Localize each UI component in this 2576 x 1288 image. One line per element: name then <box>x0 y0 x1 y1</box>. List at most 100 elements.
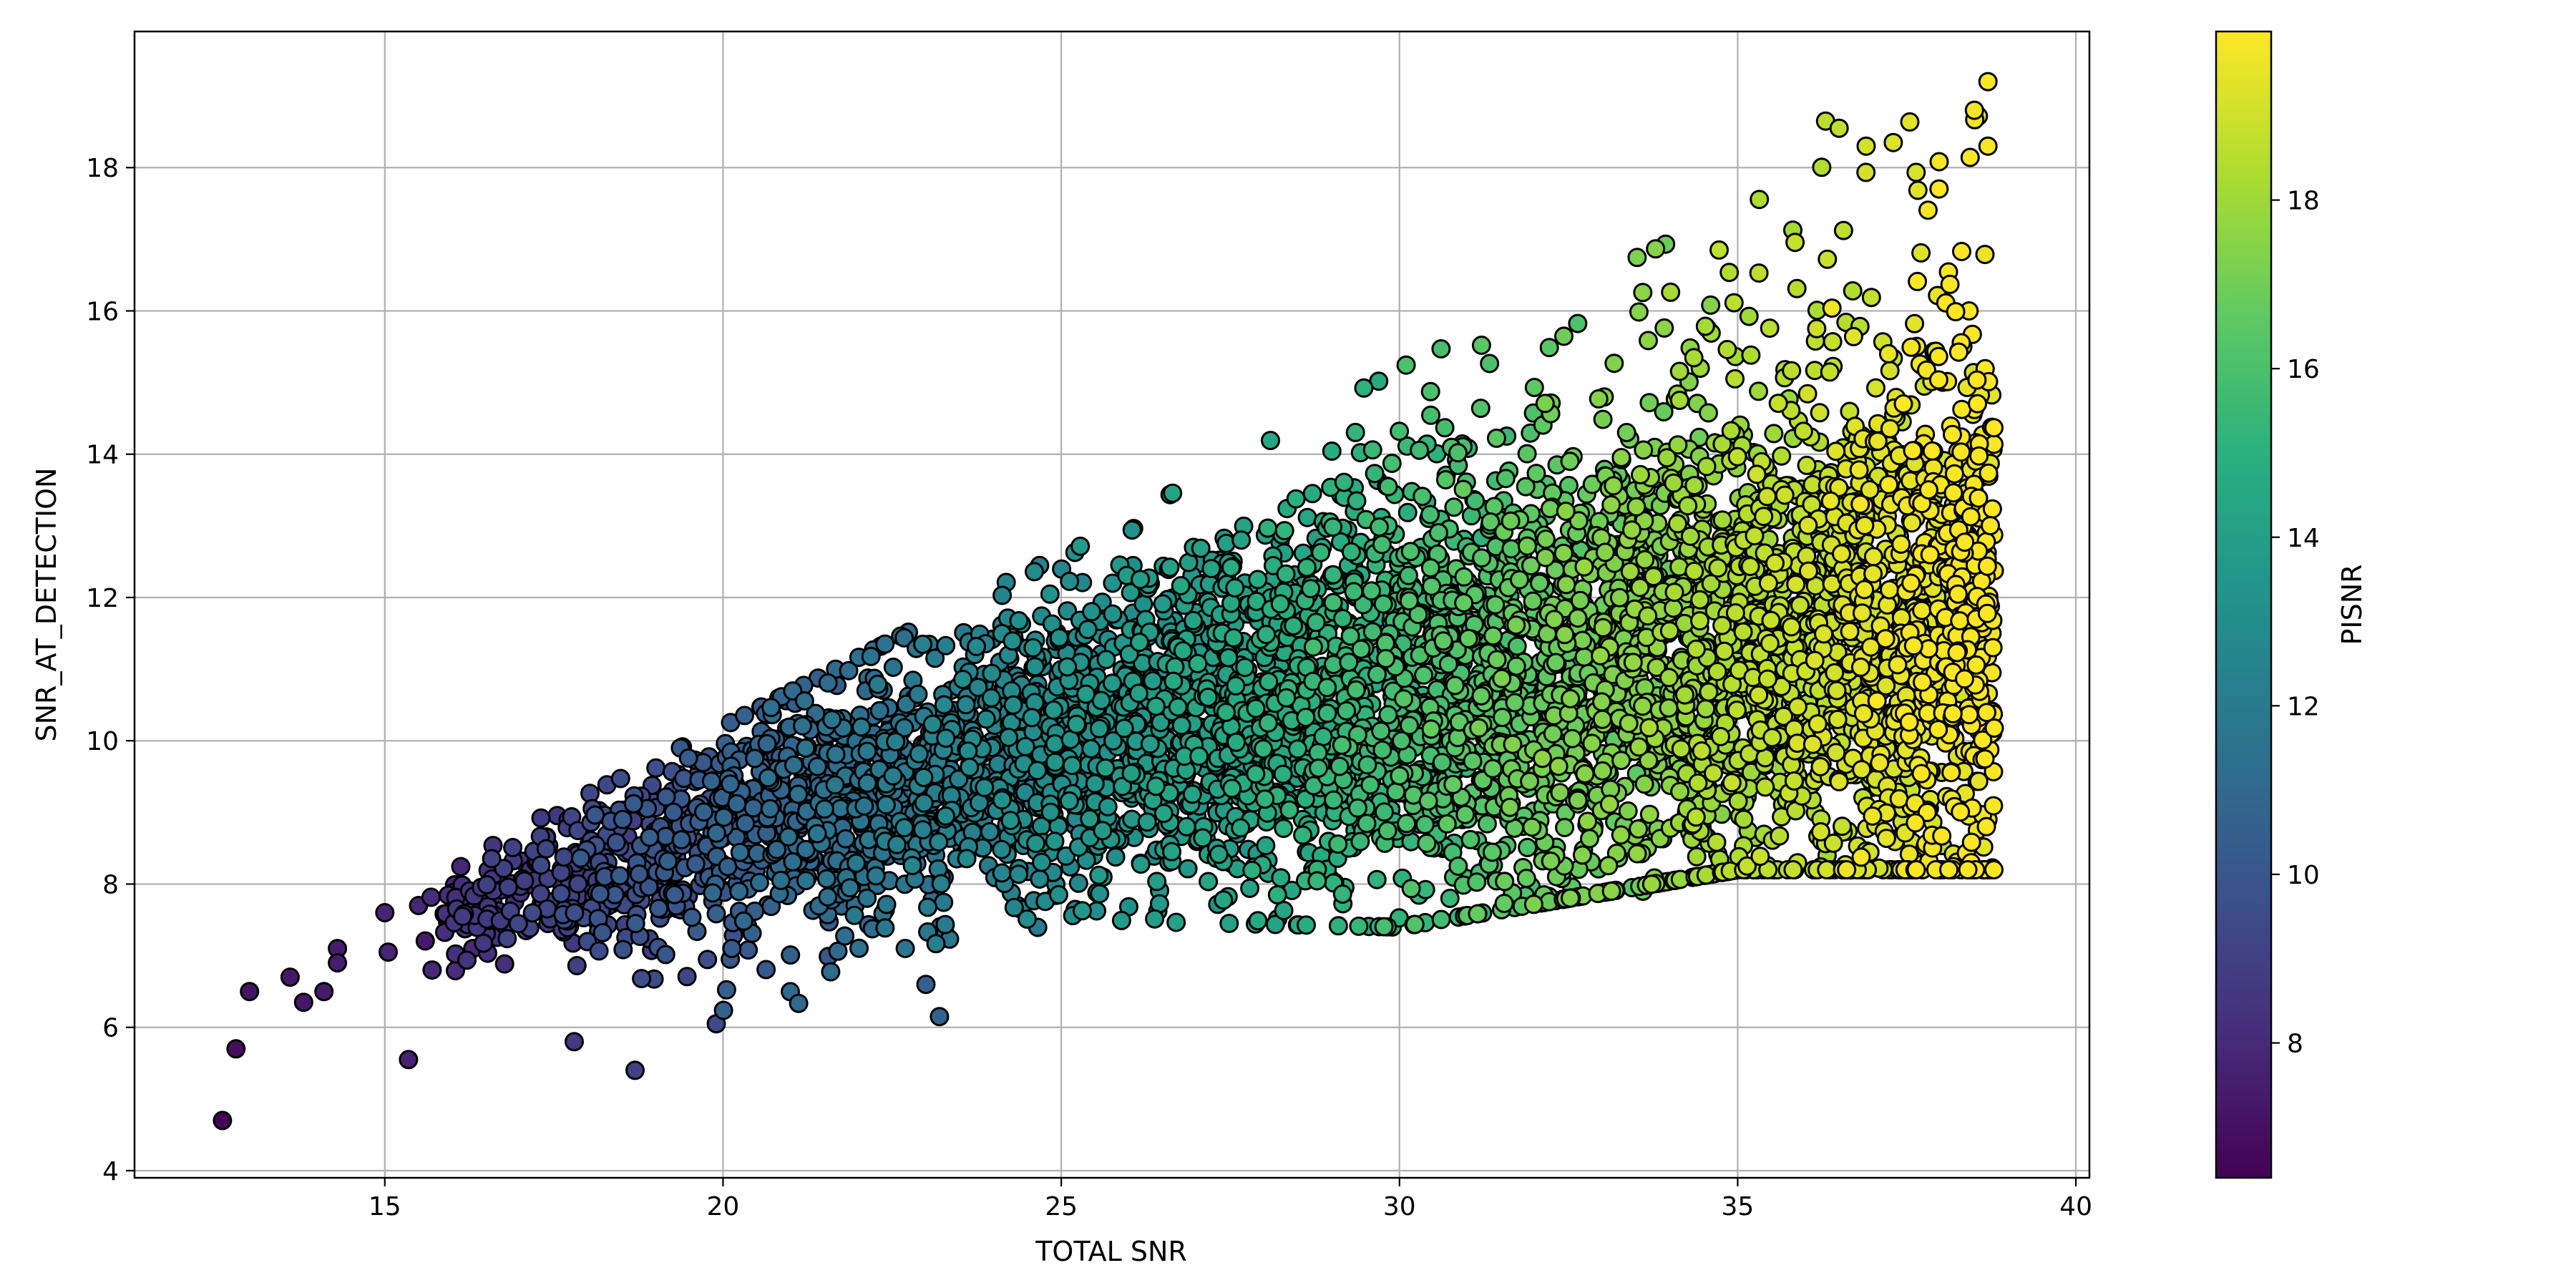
scatter-point <box>982 663 1002 683</box>
scatter-point <box>1226 675 1246 696</box>
scatter-point <box>453 907 472 927</box>
scatter-point <box>857 888 877 908</box>
scatter-point <box>655 826 675 847</box>
scatter-point <box>992 790 1012 810</box>
scatter-point <box>1131 570 1151 590</box>
scatter-point <box>1073 901 1092 921</box>
scatter-point <box>934 892 954 912</box>
scatter-point <box>875 918 895 938</box>
scatter-point <box>551 884 571 904</box>
scatter-point <box>718 857 738 877</box>
scatter-point <box>1153 804 1174 824</box>
scatter-point <box>1664 473 1684 493</box>
scatter-point <box>1540 499 1560 519</box>
scatter-point <box>1248 570 1268 590</box>
scatter-point <box>1458 628 1478 648</box>
scatter-point <box>613 809 633 829</box>
scatter-point <box>1469 718 1489 738</box>
scatter-point <box>1255 789 1275 809</box>
scatter-point <box>1070 536 1091 556</box>
scatter-point <box>1221 557 1241 577</box>
scatter-point <box>1701 295 1721 315</box>
scatter-point <box>727 794 747 814</box>
scatter-point <box>992 585 1013 605</box>
scatter-point <box>1248 911 1268 931</box>
scatter-point <box>1173 641 1193 660</box>
scatter-point <box>1224 628 1244 648</box>
scatter-point <box>1085 774 1105 794</box>
scatter-point <box>1657 448 1677 468</box>
scatter-point <box>1254 739 1273 759</box>
scatter-point <box>868 674 888 694</box>
scatter-point <box>894 818 914 838</box>
scatter-point <box>1568 790 1588 810</box>
scatter-point <box>930 1007 950 1027</box>
scatter-point <box>1030 869 1050 889</box>
scatter-point <box>1431 909 1451 930</box>
scatter-point <box>756 960 776 980</box>
scatter-point <box>1022 708 1042 728</box>
scatter-point <box>1377 821 1397 841</box>
scatter-point <box>1734 809 1754 829</box>
scatter-point <box>869 701 889 721</box>
scatter-point <box>745 748 765 769</box>
scatter-point <box>847 853 867 873</box>
scatter-point <box>1468 904 1488 924</box>
scatter-point <box>590 884 610 904</box>
scatter-point <box>503 838 523 857</box>
scatter-point <box>1045 752 1065 772</box>
scatter-point <box>213 1111 233 1131</box>
scatter-point <box>729 882 749 902</box>
scatter-point <box>1609 587 1629 608</box>
scatter-point <box>592 923 613 942</box>
scatter-point <box>1627 844 1647 864</box>
scatter-point <box>1618 801 1638 821</box>
scatter-point <box>1284 616 1304 636</box>
scatter-point <box>1638 606 1658 626</box>
scatter-point <box>1724 293 1744 313</box>
scatter-point <box>1199 872 1219 892</box>
scatter-point <box>457 950 477 970</box>
scatter-point <box>1455 804 1475 824</box>
scatter-point <box>1568 608 1588 628</box>
scatter-point <box>698 950 718 970</box>
scatter-point <box>1066 714 1086 734</box>
scatter-point <box>677 967 697 987</box>
scatter-point <box>1396 355 1416 375</box>
scatter-point <box>1536 530 1556 549</box>
scatter-point <box>760 799 780 819</box>
scatter-point <box>1274 521 1294 541</box>
scatter-point <box>1467 872 1487 892</box>
scatter-point <box>1328 916 1348 936</box>
scatter-point <box>623 794 643 814</box>
scatter-point <box>761 698 781 718</box>
scatter-point <box>1349 916 1369 936</box>
scatter-point <box>909 744 929 763</box>
scatter-point <box>1593 761 1612 781</box>
scatter-point <box>1209 844 1229 864</box>
scatter-point <box>713 1000 733 1020</box>
scatter-point <box>736 814 756 834</box>
scatter-point <box>877 894 897 914</box>
scatter-point <box>1670 781 1690 801</box>
scatter-point <box>1201 559 1221 579</box>
scatter-point <box>1575 764 1595 784</box>
scatter-point <box>703 883 723 903</box>
scatter-point <box>1611 448 1631 467</box>
scatter-point <box>1580 829 1599 849</box>
scatter-point <box>931 874 951 894</box>
scatter-point <box>957 849 977 869</box>
scatter-point <box>1750 190 1770 210</box>
scatter-point <box>1025 657 1045 677</box>
scatter-point <box>508 914 528 934</box>
scatter-point <box>1348 798 1367 818</box>
scatter-point <box>1620 562 1640 582</box>
scatter-point <box>1400 542 1420 562</box>
scatter-point <box>1485 595 1506 615</box>
scatter-point <box>1397 502 1418 522</box>
scatter-point <box>1214 890 1234 910</box>
scatter-point <box>1550 783 1570 803</box>
scatter-point <box>1719 263 1740 283</box>
scatter-point <box>494 954 514 974</box>
scatter-point <box>1623 653 1643 673</box>
